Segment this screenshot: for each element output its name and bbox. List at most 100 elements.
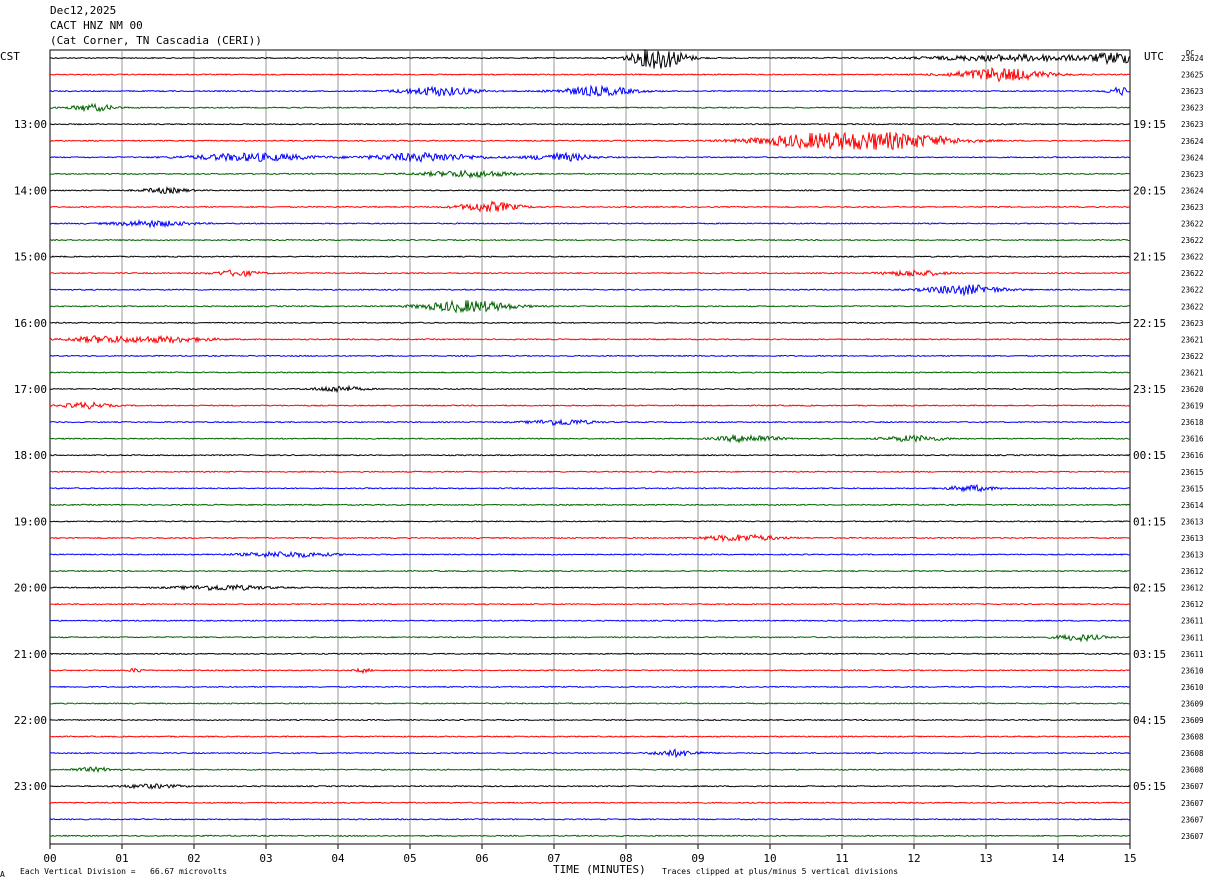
trace-line [49, 84, 1131, 97]
trace-line [49, 123, 1131, 126]
dc-value: 23622 [1181, 253, 1204, 262]
trace-line [49, 334, 1131, 345]
left-time-label: 22:00 [14, 714, 47, 727]
left-time-label: 15:00 [14, 251, 47, 264]
trace-line [49, 652, 1131, 655]
dc-value: 23607 [1181, 815, 1204, 824]
dc-value: 23622 [1181, 352, 1204, 361]
dc-value: 23623 [1181, 87, 1204, 96]
dc-value: 23608 [1181, 766, 1204, 775]
dc-value: 23619 [1181, 402, 1204, 411]
x-tick-label: 08 [619, 852, 632, 865]
x-tick-label: 06 [475, 852, 488, 865]
dc-value: 23607 [1181, 799, 1204, 808]
x-axis-ticks: 00 01 02 03 04 05 06 07 08 09 10 11 12 13 14 15 [43, 844, 1137, 865]
dc-value: 23624 [1181, 186, 1204, 195]
plot-date: Dec12,2025 [50, 4, 117, 17]
trace-line [49, 735, 1131, 738]
trace-line [49, 151, 1131, 163]
dc-value: 23623 [1181, 170, 1204, 179]
dc-value: 23613 [1181, 517, 1204, 526]
dc-value: 23625 [1181, 71, 1204, 80]
dc-value: 23607 [1181, 782, 1204, 791]
dc-value: 23623 [1181, 104, 1204, 113]
left-time-label: 20:00 [14, 582, 47, 595]
plot-frame [49, 49, 1131, 845]
left-timezone: CST [0, 50, 20, 63]
trace-line [49, 401, 1131, 410]
dc-value: 23612 [1181, 584, 1204, 593]
trace-line [49, 131, 1131, 151]
left-time-label: 18:00 [14, 449, 47, 462]
trace-line [49, 766, 1131, 774]
trace-line [49, 834, 1131, 838]
x-tick-label: 02 [187, 852, 200, 865]
trace-line [49, 633, 1131, 643]
trace-line [50, 255, 1131, 258]
station-location: (Cat Corner, TN Cascadia (CERI)) [50, 34, 262, 47]
x-tick-label: 03 [259, 852, 272, 865]
trace-line [49, 550, 1131, 559]
dc-value: 23611 [1181, 650, 1204, 659]
trace-line [50, 520, 1131, 523]
x-tick-label: 04 [331, 852, 345, 865]
x-tick-label: 05 [403, 852, 416, 865]
dc-value: 23615 [1181, 468, 1204, 477]
x-tick-label: 15 [1123, 852, 1136, 865]
left-time-label: 14:00 [14, 184, 47, 197]
right-time-label: 22:15 [1133, 317, 1166, 330]
trace-line [49, 783, 1131, 790]
dc-value: 23622 [1181, 286, 1204, 295]
trace-line [49, 185, 1130, 195]
trace-line [49, 169, 1131, 179]
dc-value: 23613 [1181, 551, 1204, 560]
x-tick-label: 13 [979, 852, 992, 865]
dc-value: 23612 [1181, 567, 1204, 576]
dc-value: 23622 [1181, 220, 1204, 229]
left-time-label: 21:00 [14, 648, 47, 661]
dc-value: 23624 [1181, 54, 1204, 63]
dc-value: 23609 [1181, 716, 1204, 725]
right-time-label: 01:15 [1133, 515, 1166, 528]
trace-line [49, 284, 1131, 297]
trace-line [49, 238, 1131, 242]
trace-line [49, 418, 1131, 427]
dc-value: 23610 [1181, 683, 1204, 692]
corner-mark: A [0, 870, 5, 879]
x-tick-label: 09 [691, 852, 704, 865]
dc-value: 23624 [1181, 153, 1204, 162]
dc-value: 23624 [1181, 137, 1204, 146]
dc-header: DC [1186, 49, 1195, 57]
trace-line [49, 200, 1131, 214]
dc-value: 23607 [1181, 832, 1204, 841]
x-tick-label: 11 [835, 852, 848, 865]
dc-value: 23621 [1181, 335, 1204, 344]
dc-value: 23614 [1181, 501, 1204, 510]
dc-value: 23623 [1181, 319, 1204, 328]
dc-value: 23608 [1181, 749, 1204, 758]
left-time-label: 23:00 [14, 780, 47, 793]
scale-note: Each Vertical Division = 66.67 microvolt… [20, 867, 228, 876]
right-time-label: 20:15 [1133, 184, 1166, 197]
trace-line [49, 503, 1131, 507]
trace-line [49, 384, 1131, 394]
seismic-traces: 23624 23625 23623 23623 23623 23624 23624 23623… [49, 49, 1204, 841]
trace-line [49, 818, 1131, 821]
left-time-label: 16:00 [14, 317, 47, 330]
dc-value: 23621 [1181, 368, 1204, 377]
dc-value: 23623 [1181, 120, 1204, 129]
trace-line [49, 718, 1131, 722]
x-tick-label: 07 [547, 852, 560, 865]
trace-line [49, 702, 1130, 705]
x-tick-label: 12 [907, 852, 920, 865]
dc-value: 23610 [1181, 666, 1204, 675]
dc-value: 23622 [1181, 269, 1204, 278]
trace-line [49, 484, 1131, 493]
station-id: CACT HNZ NM 00 [50, 19, 143, 32]
trace-line [49, 321, 1131, 324]
dc-value: 23622 [1181, 302, 1204, 311]
dc-value: 23613 [1181, 534, 1204, 543]
right-time-label: 02:15 [1133, 582, 1166, 595]
trace-line [49, 433, 1131, 444]
